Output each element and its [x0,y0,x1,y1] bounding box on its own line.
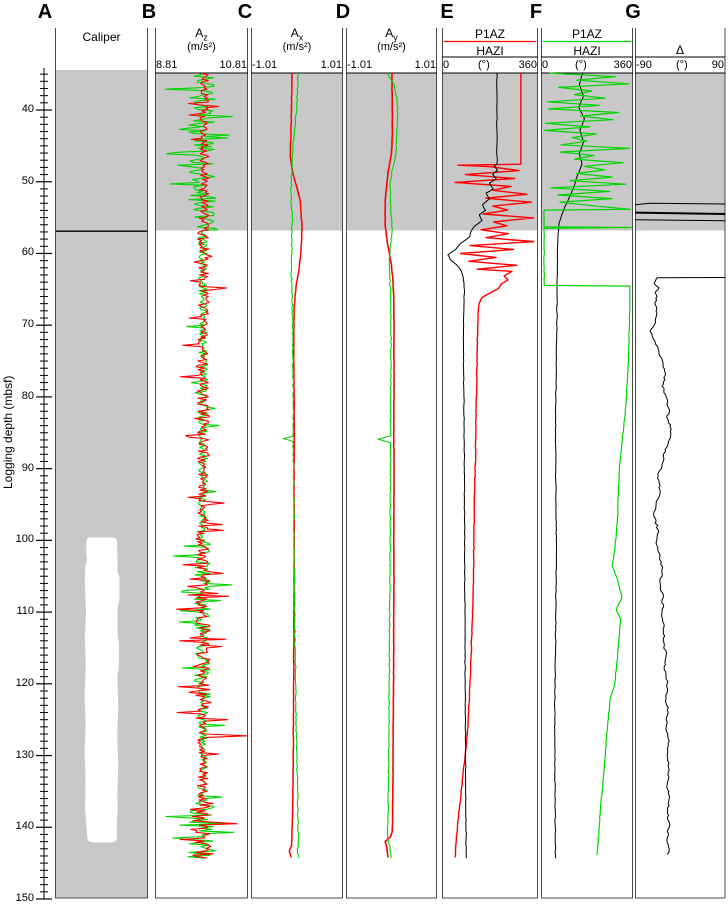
curve-Ay-green [377,72,399,859]
panel-letter-a: A [37,1,53,23]
curve-P1AZ-red [454,73,535,858]
track-e-curve1-label: P1AZ [474,27,505,41]
depth-tick-label: 80 [21,389,34,402]
depth-tick-label: 140 [15,820,34,833]
curve-Az-red [176,72,248,859]
track-f-scale: 0 (°) 360 [542,59,632,72]
track-b-unit: (m/s²) [187,41,216,53]
depth-tick-label: 100 [15,533,34,546]
track-g-scale-unit: (°) [675,59,688,71]
track-d-scale-max: 1.01 [414,59,436,71]
track-c-unit: (m/s²) [282,41,312,53]
curve-HAZI-black [447,73,498,859]
track-b-scale-max: 10.81 [219,59,247,71]
track-c-title-sub: x [298,32,304,43]
curve-delta-wrap-3 [634,219,726,222]
panel-letter-e: E [440,1,454,23]
track-f-scale-min: 0 [542,59,549,71]
track-a-title: Caliper [82,30,121,44]
curve-delta-wrap-1 [634,202,726,206]
track-d-unit: (m/s²) [377,41,406,53]
curve-Ax-green [282,73,300,859]
track-b-scale: 8.81 10.81 [156,59,247,72]
depth-tick-label: 90 [21,461,34,474]
depth-tick-label: 130 [15,748,34,761]
panel-letter-g: G [625,1,641,23]
panel-letter-f: F [529,1,543,23]
curve-HAZI-black [554,72,585,859]
track-d-scale-min: -1.01 [347,59,373,71]
track-b-scale-min: 8.81 [156,59,178,71]
panel-letter-d: D [335,1,351,23]
caliper-white-zone [84,537,120,843]
track-e-scale-max: 360 [518,59,537,71]
track-d-title: Ay [385,26,398,43]
track-f-curve2-label: HAZI [573,44,601,58]
track-c-scale-max: 1.01 [320,59,342,71]
track-e-scale-unit: (°) [478,59,490,71]
track-e-scale-min: 0 [443,59,450,71]
track-g-scale-max: 90 [711,59,724,71]
panel-letter-b: B [141,1,157,23]
track-e-scale: 0 (°) 360 [443,59,537,72]
curve-delta-main [649,277,726,855]
curve-delta-wrap-2 [634,211,726,215]
track-f-scale-unit: (°) [575,59,587,71]
curve-Ay-red [384,73,395,858]
track-f-curve1-label: P1AZ [571,27,602,41]
depth-tick-label: 50 [21,174,34,187]
track-g-scale-min: -90 [636,59,652,71]
depth-tick-label: 40 [21,103,34,115]
track-g-title: Δ [675,43,684,57]
track-b-title-sub: z [203,32,208,43]
track-g-scale: -90 (°) 90 [636,59,724,72]
depth-tick-label: 120 [15,676,34,689]
track-e-curve2-label: HAZI [476,44,504,58]
curve-P1AZ-green [543,72,632,856]
track-b-title: Az [195,26,208,43]
depth-tick-label: 110 [16,605,34,618]
depth-tick-label: 150 [15,891,34,904]
track-c-scale-min: -1.01 [252,59,278,71]
track-c-scale: -1.01 1.01 [252,59,342,72]
panel-letter-c: C [237,1,253,23]
track-c-title: Ax [290,26,304,43]
track-d-title-sub: y [393,32,398,43]
track-d-scale: -1.01 1.01 [347,59,436,72]
track-f-scale-max: 360 [613,59,632,71]
depth-tick-label: 60 [21,246,34,259]
depth-axis-label: Logging depth (mbsf) [1,375,15,489]
depth-tick-label: 70 [21,318,34,331]
